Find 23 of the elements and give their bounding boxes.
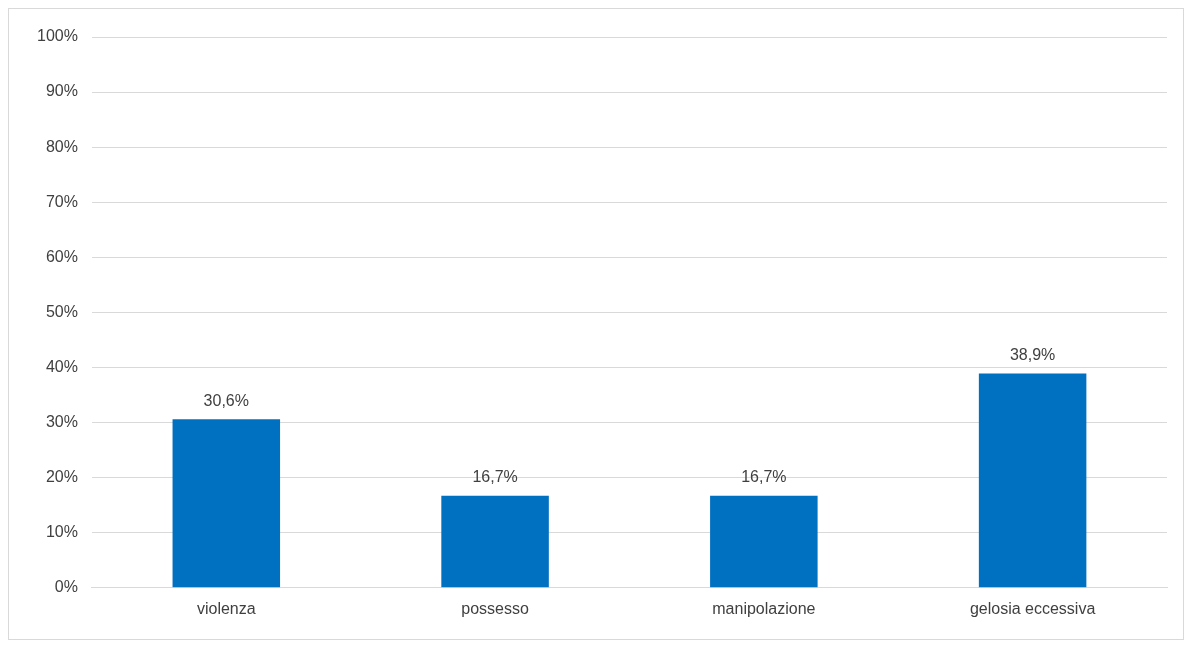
y-tick-label: 60%	[45, 247, 78, 265]
data-label: 38,9%	[1009, 345, 1056, 363]
y-tick-label: 20%	[45, 468, 78, 486]
data-label: 16,7%	[741, 468, 787, 486]
y-tick-label: 30%	[45, 412, 78, 430]
data-label: 16,7%	[472, 468, 518, 486]
data-label: 30,6%	[203, 391, 249, 409]
x-tick-label: manipolazione	[712, 599, 816, 617]
bar	[710, 495, 818, 588]
x-tick-label: violenza	[196, 599, 256, 617]
y-tick-label: 10%	[45, 523, 78, 541]
y-tick-label: 50%	[45, 302, 78, 320]
y-tick-label: 100%	[37, 27, 78, 45]
y-tick-label: 90%	[45, 82, 78, 100]
x-tick-label: gelosia eccessiva	[969, 599, 1096, 617]
y-tick-label: 80%	[45, 137, 78, 155]
x-tick-label: possesso	[461, 599, 529, 617]
bar	[978, 373, 1087, 588]
bar	[172, 419, 281, 588]
y-tick-label: 70%	[45, 192, 78, 210]
bar	[441, 495, 549, 588]
y-tick-label: 0%	[54, 578, 78, 596]
y-tick-label: 40%	[45, 357, 78, 375]
